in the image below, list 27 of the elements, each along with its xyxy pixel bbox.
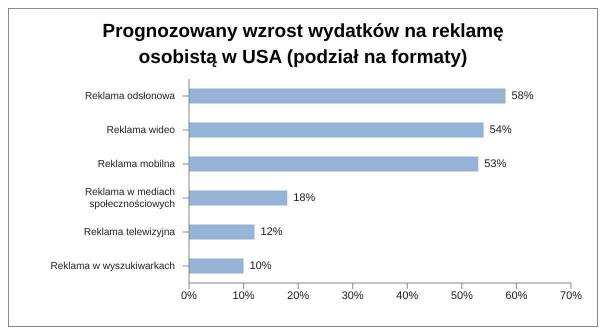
bar: [189, 258, 244, 274]
y-tick-label: Reklama odsłonowa: [84, 90, 176, 102]
bar: [189, 156, 478, 172]
bar: [189, 190, 288, 206]
y-tick-label: Reklama telewizyjna: [84, 226, 176, 238]
chart-title: Prognozowany wzrost wydatków na reklamę osobistą w USA (podział na formaty): [101, 20, 505, 70]
data-label: 12%: [260, 226, 283, 238]
data-label: 10%: [250, 260, 272, 272]
data-label: 58%: [512, 90, 534, 102]
y-tick-label: Reklama wideo: [106, 124, 176, 136]
y-tick-label: Reklama mobilna: [98, 158, 176, 170]
bar: [189, 224, 254, 240]
x-tick-label: 10%: [232, 290, 255, 302]
y-tick-label: Reklama w wyszukiwarkach: [50, 260, 175, 272]
data-label: 53%: [484, 158, 506, 170]
bar: [189, 122, 484, 138]
x-tick-label: 70%: [560, 290, 582, 302]
x-tick-label: 60%: [505, 290, 528, 302]
data-label: 18%: [293, 192, 316, 204]
y-tick-label: Reklama w mediach społecznościowych: [84, 186, 175, 210]
data-label: 54%: [490, 124, 512, 136]
x-tick-label: 50%: [450, 290, 474, 302]
x-tick-label: 30%: [342, 290, 364, 302]
x-tick-label: 20%: [287, 290, 310, 302]
bar: [189, 88, 506, 104]
x-tick-label: 40%: [396, 290, 419, 302]
x-tick-label: 0%: [181, 290, 198, 302]
